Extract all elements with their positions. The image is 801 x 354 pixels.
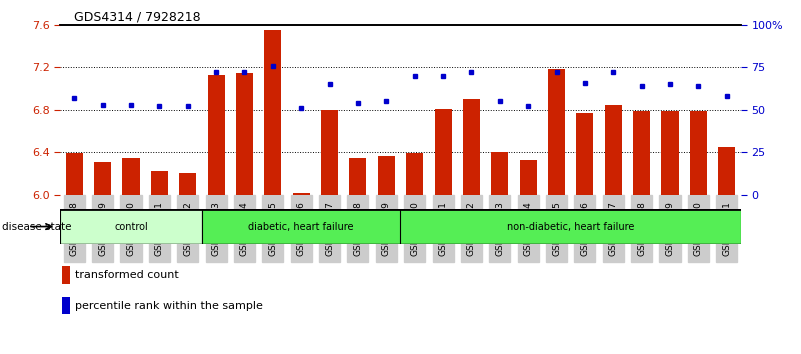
Bar [62,297,70,314]
Bar [491,152,509,195]
Bar [321,110,338,195]
Text: non-diabetic, heart failure: non-diabetic, heart failure [507,222,634,232]
Bar [577,113,594,195]
Bar [95,162,111,195]
Bar [202,209,400,244]
Bar [292,193,310,195]
Bar [207,75,224,195]
Bar [60,209,202,244]
Bar [520,160,537,195]
Bar [463,99,480,195]
Bar [349,158,366,195]
Bar [66,153,83,195]
Bar [662,111,678,195]
Bar [236,73,253,195]
Bar [406,153,423,195]
Bar [718,147,735,195]
Bar [605,105,622,195]
Bar [123,158,139,195]
Text: GDS4314 / 7928218: GDS4314 / 7928218 [74,11,200,24]
Text: disease state: disease state [2,222,71,232]
Text: transformed count: transformed count [75,270,179,280]
Bar [690,111,706,195]
Bar [264,30,281,195]
Bar [400,209,741,244]
Bar [378,156,395,195]
Bar [633,111,650,195]
Text: percentile rank within the sample: percentile rank within the sample [75,301,264,310]
Bar [179,173,196,195]
Bar [434,109,452,195]
Bar [548,69,565,195]
Text: diabetic, heart failure: diabetic, heart failure [248,222,354,232]
Text: control: control [114,222,148,232]
Bar [62,266,70,284]
Bar [151,171,168,195]
